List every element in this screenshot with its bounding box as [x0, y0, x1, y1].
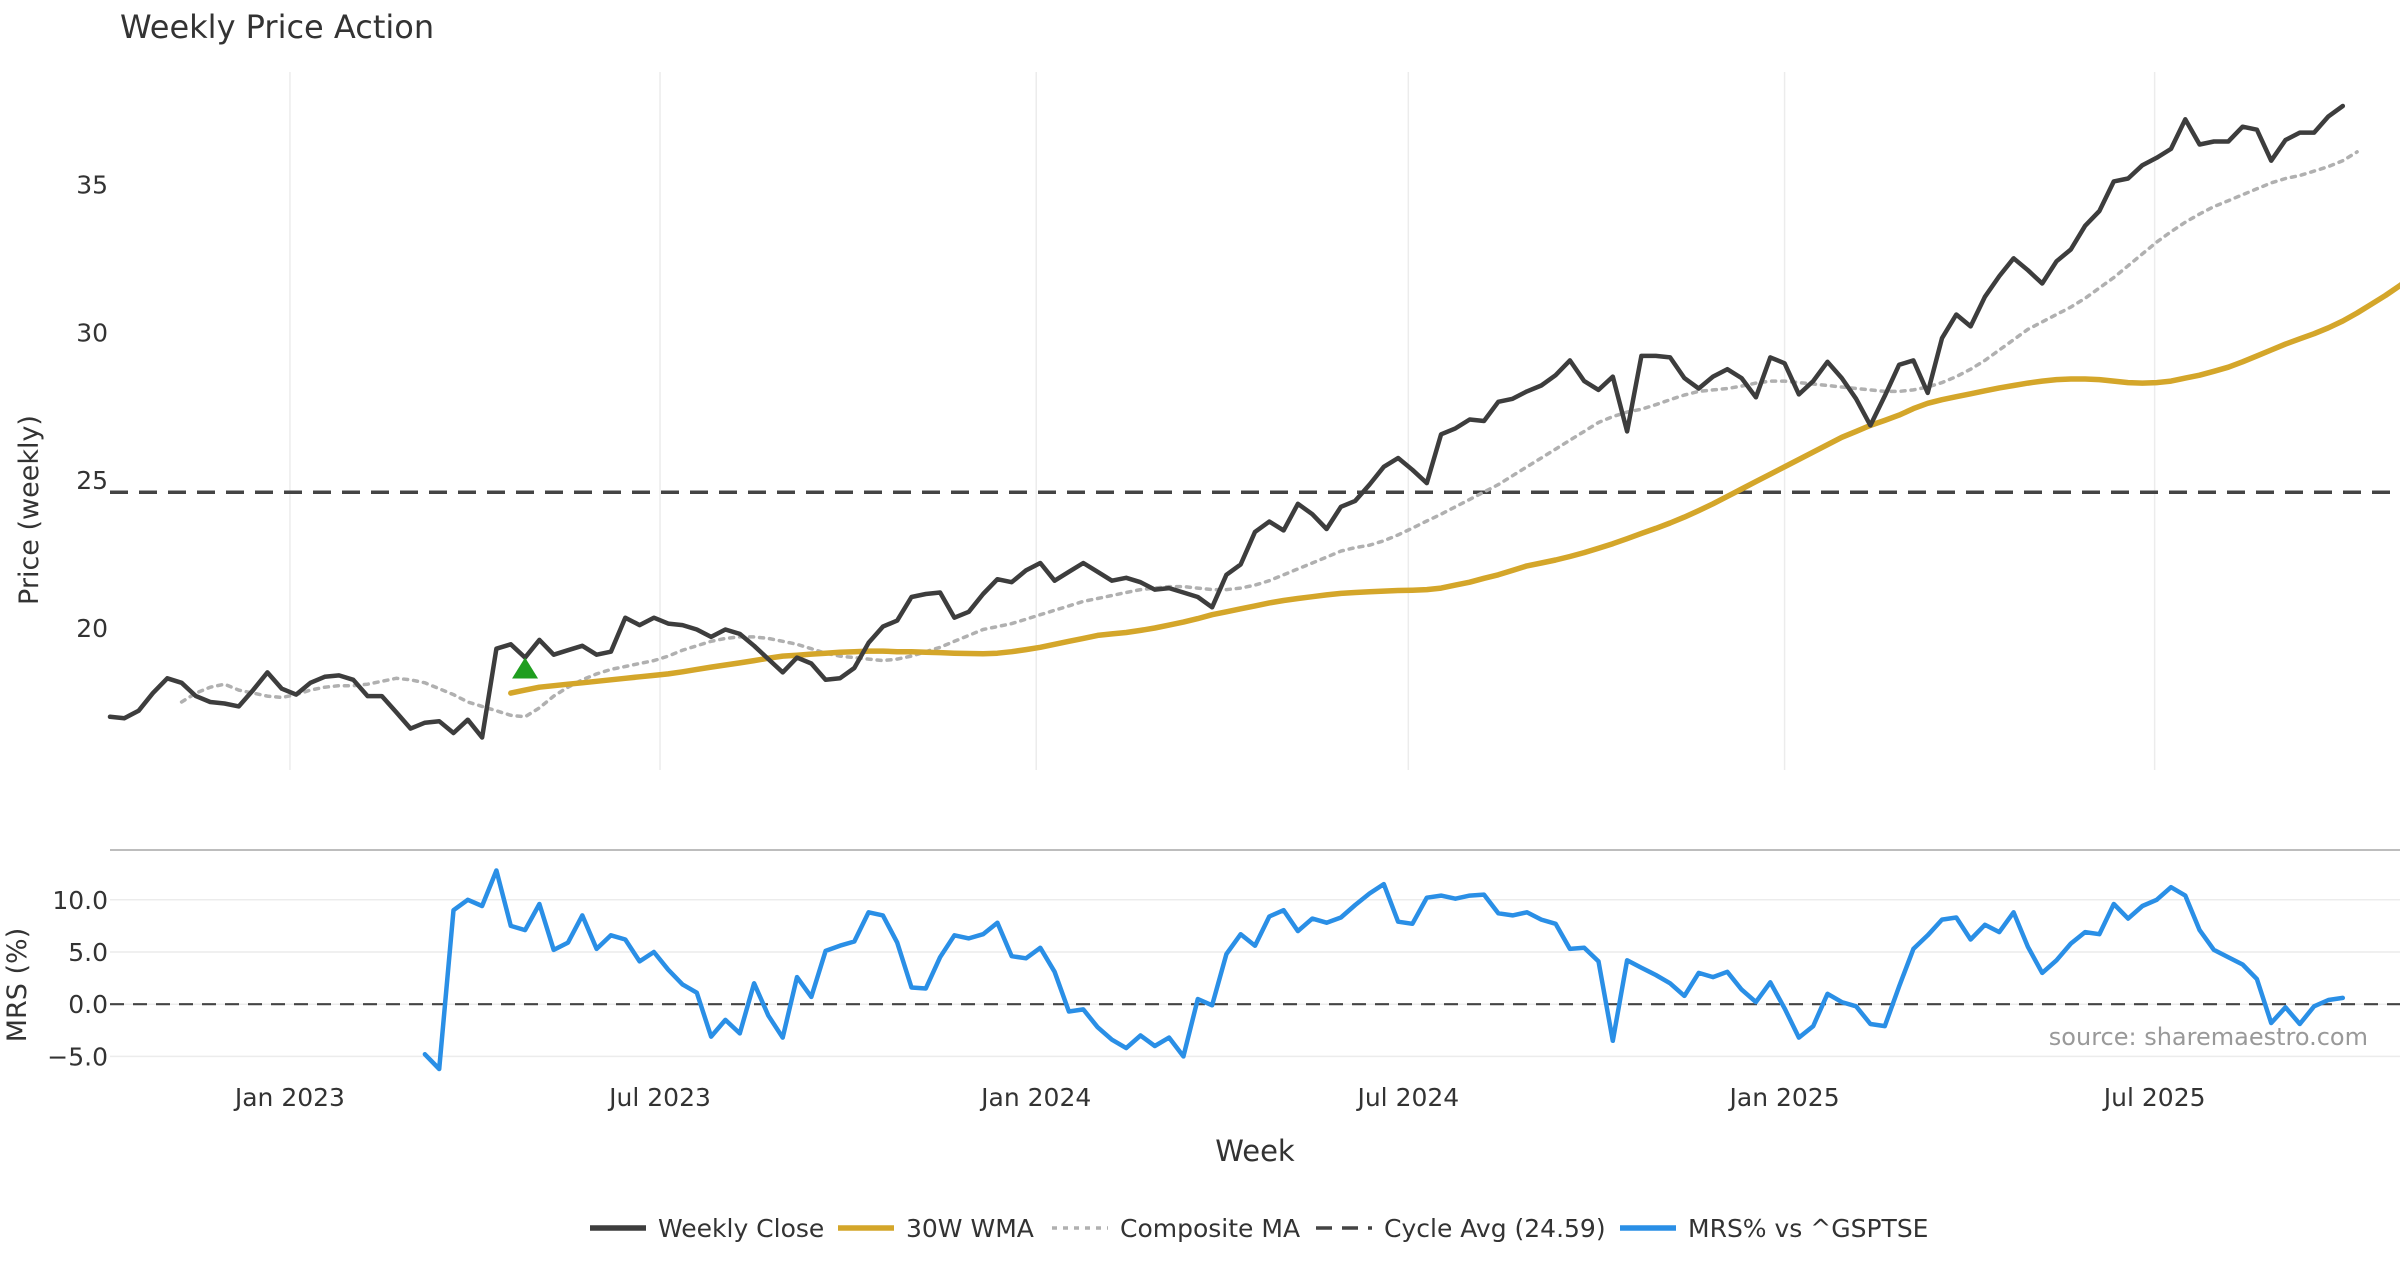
mrs-line	[422, 868, 2346, 1072]
plot-layer: Jan 2023 Jul 2023 Jan 2024 Jul 2024 Jan 2025…	[47, 72, 2400, 1243]
legend-item: Weekly Close	[590, 1214, 824, 1243]
mrs-y-tick-label: 10.0	[52, 886, 108, 915]
x-tick-label: Jan 2023	[233, 1083, 345, 1112]
price-y-tick-label: 35	[76, 170, 108, 199]
legend-item: Composite MA	[1052, 1214, 1300, 1243]
legend-item: Cycle Avg (24.59)	[1316, 1214, 1606, 1243]
price-y-tick-label: 30	[76, 318, 108, 347]
legend-item: 30W WMA	[838, 1214, 1034, 1243]
legend-label: 30W WMA	[906, 1214, 1034, 1243]
price-y-tick-label: 25	[76, 466, 108, 495]
legend-label: Cycle Avg (24.59)	[1384, 1214, 1606, 1243]
x-tick-label: Jul 2025	[2102, 1083, 2206, 1112]
mrs-y-tick-label: 0.0	[68, 990, 108, 1019]
weekly-close-line	[107, 103, 2346, 740]
mrs-y-tick-label: 5.0	[68, 938, 108, 967]
legend-item: MRS% vs ^GSPTSE	[1620, 1214, 1928, 1243]
x-tick-label: Jul 2023	[607, 1083, 711, 1112]
buy-signal-marker	[512, 657, 539, 679]
source-label: source: sharemaestro.com	[2049, 1023, 2368, 1051]
x-tick-label: Jul 2024	[1355, 1083, 1459, 1112]
legend-label: MRS% vs ^GSPTSE	[1688, 1214, 1928, 1243]
price-axis-label: Price (weekly)	[14, 415, 45, 605]
mrs-axis-label: MRS (%)	[2, 928, 33, 1043]
chart-title: Weekly Price Action	[120, 8, 434, 46]
composite-ma-line	[179, 150, 2359, 719]
legend-label: Composite MA	[1120, 1214, 1300, 1243]
x-tick-label: Jan 2024	[979, 1083, 1091, 1112]
x-axis-label: Week	[1215, 1134, 1295, 1168]
mrs-y-tick-label: −5.0	[47, 1042, 108, 1071]
price-y-tick-label: 20	[76, 614, 108, 643]
legend-label: Weekly Close	[658, 1214, 824, 1243]
x-tick-label: Jan 2025	[1728, 1083, 1840, 1112]
